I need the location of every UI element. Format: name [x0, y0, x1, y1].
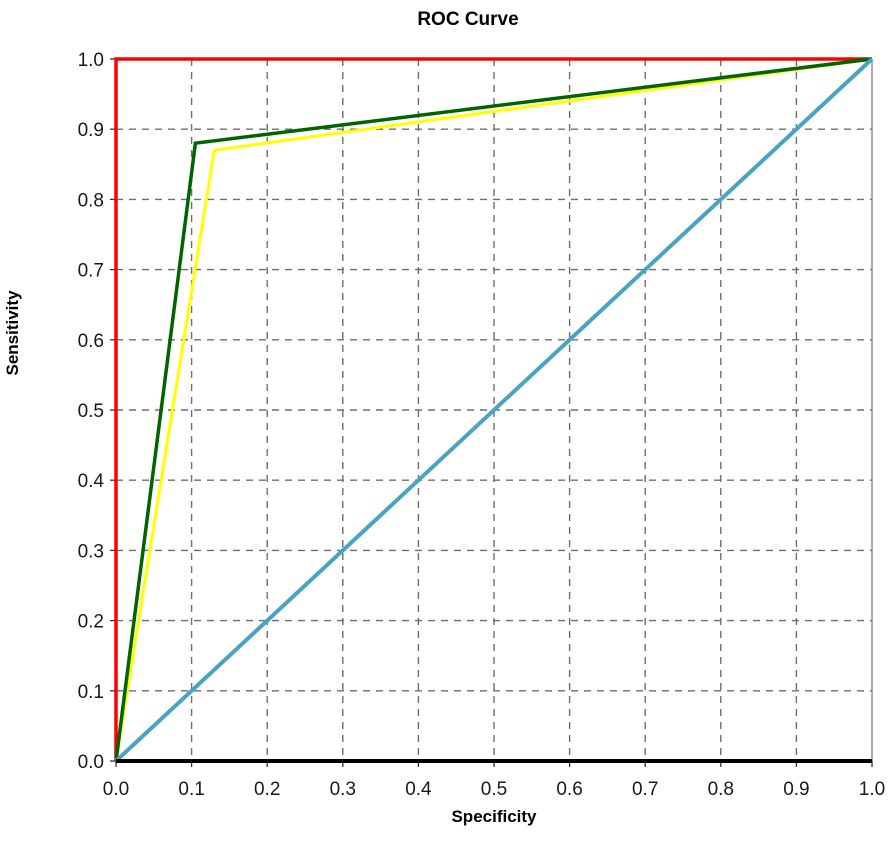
x-tick-label: 0.3	[330, 779, 356, 800]
y-tick-label: 1.0	[78, 50, 104, 71]
y-tick-label: 0.3	[78, 541, 104, 562]
x-tick-label: 0.0	[103, 779, 129, 800]
roc-series-line-2	[114, 57, 873, 762]
roc-series-line-1	[114, 57, 872, 761]
y-tick-label: 0.6	[78, 331, 104, 352]
y-tick-label: 0.2	[78, 612, 104, 633]
y-tick-label: 0.9	[78, 120, 104, 141]
y-tick-label: 0.7	[78, 261, 104, 282]
x-tick-label: 0.6	[556, 779, 582, 800]
y-tick-label: 0.4	[78, 471, 105, 492]
roc-series-line-3	[114, 57, 873, 762]
x-tick-label: 0.5	[481, 779, 507, 800]
x-tick-label: 0.1	[178, 779, 204, 800]
y-tick-label: 0.5	[78, 401, 104, 422]
chart-title: ROC Curve	[417, 9, 518, 30]
tick-labels: 0.0 0.1 0.2 0.3 0.4 0.5 0.6 0.7 0.8 0.9 1.0 0.0 0.1 0…	[78, 50, 886, 800]
x-axis-label: Specificity	[451, 807, 537, 826]
series-lines	[114, 57, 874, 763]
y-tick-label: 0.8	[78, 190, 104, 211]
roc-series-line-4	[114, 57, 874, 763]
x-tick-label: 0.4	[405, 779, 432, 800]
x-tick-label: 0.8	[708, 779, 734, 800]
x-tick-label: 1.0	[859, 779, 885, 800]
y-tick-label: 0.0	[78, 752, 104, 773]
y-axis-label: Sensitivity	[3, 290, 22, 376]
x-tick-label: 0.7	[632, 779, 658, 800]
x-tick-label: 0.2	[254, 779, 280, 800]
x-tick-label: 0.9	[783, 779, 809, 800]
y-tick-label: 0.1	[78, 682, 104, 703]
